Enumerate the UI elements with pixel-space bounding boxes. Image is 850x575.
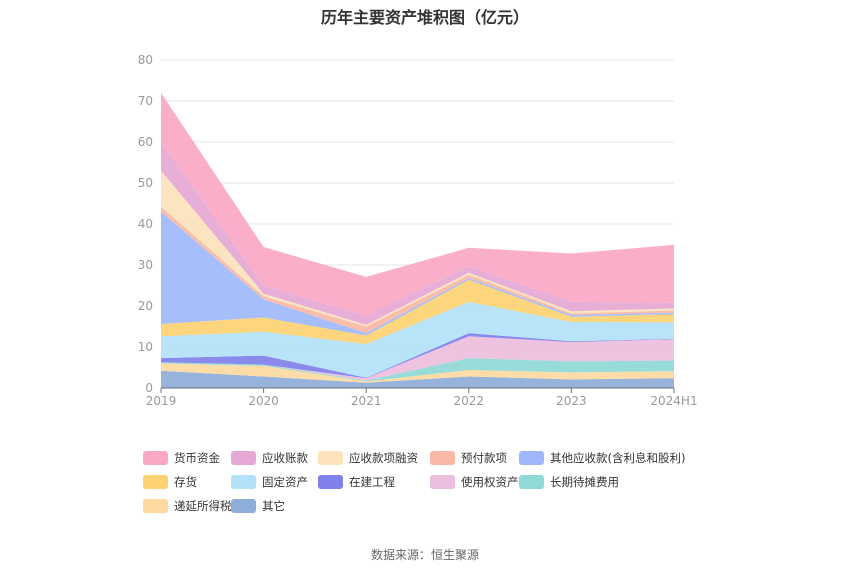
y-tick-label: 50 <box>138 176 153 190</box>
legend-swatch <box>231 475 256 489</box>
y-tick-label: 0 <box>145 381 153 395</box>
legend-swatch <box>143 499 168 513</box>
y-tick-label: 20 <box>138 299 153 313</box>
area-series <box>161 370 674 388</box>
legend-label: 预付款项 <box>461 451 507 465</box>
y-tick-label: 60 <box>138 135 153 149</box>
legend-item[interactable]: 预付款项 <box>430 450 507 466</box>
legend-swatch <box>231 499 256 513</box>
legend-swatch <box>430 451 455 465</box>
legend-label: 使用权资产 <box>461 475 519 489</box>
legend-label: 应收账款 <box>262 451 308 465</box>
stacked-area-chart: 0 10 20 30 40 50 60 70 80 2019 2020 2021 2022 2023 202… <box>138 53 698 408</box>
x-tick-label: 2024H1 <box>650 394 697 408</box>
x-tick-label: 2022 <box>454 394 485 408</box>
legend-swatch <box>519 451 544 465</box>
legend-swatch <box>143 451 168 465</box>
legend-label: 应收款项融资 <box>349 451 418 465</box>
data-source-note: 数据来源：恒生聚源 <box>370 548 479 562</box>
axis-layer: 0 10 20 30 40 50 60 70 80 2019 2020 2021 2022 2023 202… <box>138 53 698 408</box>
area-series <box>161 301 674 378</box>
legend-item[interactable]: 固定资产 <box>231 474 308 490</box>
legend-label: 其他应收款(含利息和股利) <box>550 451 686 465</box>
legend-item[interactable]: 长期待摊费用 <box>519 474 619 490</box>
legend-label: 其它 <box>262 499 285 513</box>
area-series <box>161 170 674 327</box>
legend-swatch <box>318 475 343 489</box>
area-series <box>161 279 674 345</box>
y-tick-label: 80 <box>138 53 153 67</box>
area-series <box>161 92 674 316</box>
area-series-layer <box>161 92 674 388</box>
legend-item[interactable]: 使用权资产 <box>430 474 519 490</box>
legend-swatch <box>231 451 256 465</box>
legend-swatch <box>430 475 455 489</box>
y-tick-label: 10 <box>138 340 153 354</box>
legend-item[interactable]: 应收账款 <box>231 450 308 466</box>
legend-label: 在建工程 <box>349 475 395 489</box>
legend-item[interactable]: 其他应收款(含利息和股利) <box>519 450 685 466</box>
legend-item[interactable]: 在建工程 <box>318 474 395 490</box>
legend-item[interactable]: 货币资金 <box>143 450 220 466</box>
chart-title: 历年主要资产堆积图（亿元） <box>320 8 529 27</box>
y-tick-label: 70 <box>138 94 153 108</box>
legend-swatch <box>143 475 168 489</box>
x-tick-label: 2023 <box>556 394 587 408</box>
y-tick-label: 30 <box>138 258 153 272</box>
legend-label: 货币资金 <box>174 451 220 465</box>
x-tick-label: 2019 <box>146 394 177 408</box>
area-series <box>161 336 674 381</box>
legend-swatch <box>519 475 544 489</box>
legend-label: 固定资产 <box>262 475 308 489</box>
area-series <box>161 363 674 383</box>
legend-item[interactable]: 存货 <box>143 474 197 490</box>
area-series <box>161 142 674 325</box>
legend-label: 长期待摊费用 <box>550 475 619 489</box>
area-series <box>161 333 674 379</box>
legend-swatch <box>318 451 343 465</box>
area-series <box>161 358 674 382</box>
y-tick-label: 40 <box>138 217 153 231</box>
x-tick-label: 2020 <box>248 394 279 408</box>
legend-label: 存货 <box>174 475 197 489</box>
x-tick-label: 2021 <box>351 394 382 408</box>
legend-item[interactable]: 其它 <box>231 498 285 514</box>
legend-item[interactable]: 应收款项融资 <box>318 450 418 466</box>
